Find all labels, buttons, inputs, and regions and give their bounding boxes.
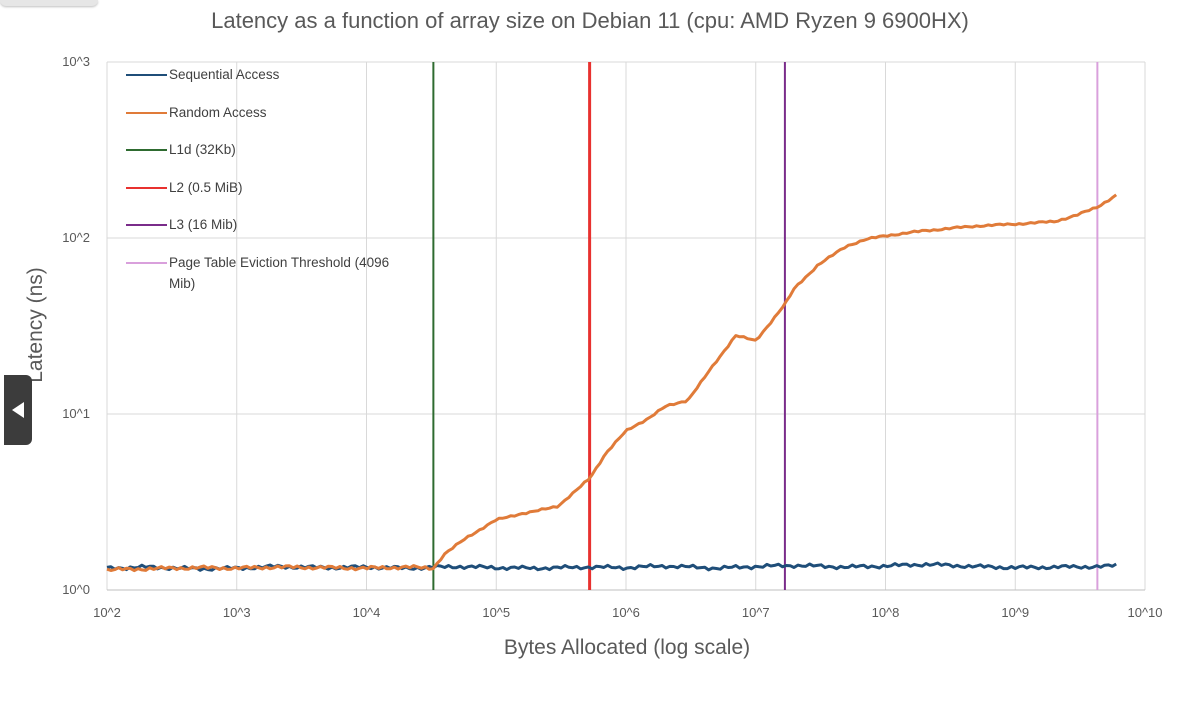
- x-tick-label: 10^4: [353, 605, 381, 620]
- x-axis-label: Bytes Allocated (log scale): [504, 636, 750, 659]
- axis-ticks: 10^2 10^3 10^4 10^5 10^6 10^7 10^8 10^9 10^10 10^…: [62, 54, 1162, 620]
- window-edge-tab: [0, 0, 98, 6]
- legend-label: Random Access: [169, 105, 267, 120]
- y-tick-label: 10^2: [62, 230, 90, 245]
- grid: [106, 61, 1146, 591]
- chart-title: Latency as a function of array size on D…: [211, 8, 969, 33]
- x-tick-label: 10^6: [612, 605, 640, 620]
- series-line-1: [106, 193, 1118, 573]
- collapse-panel-button[interactable]: [4, 375, 32, 445]
- legend-label: L2 (0.5 MiB): [169, 180, 243, 195]
- legend-label-line: Mib): [169, 276, 195, 291]
- x-tick-label: 10^7: [742, 605, 770, 620]
- legend-label: L1d (32Kb): [169, 142, 236, 157]
- x-tick-label: 10^2: [93, 605, 121, 620]
- y-tick-label: 10^0: [62, 582, 90, 597]
- x-tick-label: 10^9: [1001, 605, 1029, 620]
- legend: Sequential Access Random Access L1d (32Kb)…: [126, 67, 389, 291]
- y-axis-label: Latency (ns): [24, 267, 47, 383]
- x-tick-label: 10^10: [1127, 605, 1162, 620]
- x-tick-label: 10^5: [482, 605, 510, 620]
- legend-label: L3 (16 Mib): [169, 217, 237, 232]
- legend-label: Sequential Access: [169, 67, 280, 82]
- x-tick-label: 10^8: [872, 605, 900, 620]
- y-tick-label: 10^3: [62, 54, 90, 69]
- cache-threshold-lines: [432, 62, 1099, 590]
- x-tick-label: 10^3: [223, 605, 251, 620]
- legend-label-line: Page Table Eviction Threshold (4096: [169, 255, 389, 270]
- y-tick-label: 10^1: [62, 406, 90, 421]
- chevron-left-icon: [12, 402, 24, 418]
- legend-label: Page Table Eviction Threshold (4096 Mib): [169, 255, 389, 291]
- series-lines: [106, 193, 1118, 573]
